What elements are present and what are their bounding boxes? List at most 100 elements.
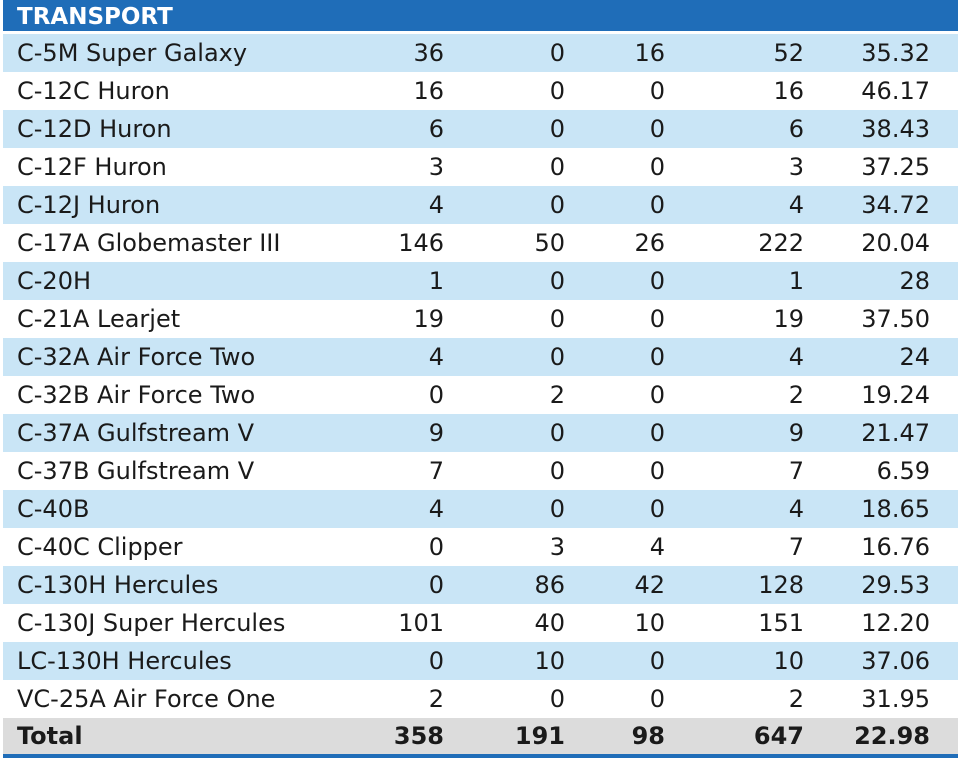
- value-2: 0: [549, 305, 565, 333]
- total-value-4: 647: [753, 722, 804, 750]
- table-row: C-5M Super Galaxy 36 0 16 52 35.32: [3, 34, 958, 72]
- table-row: LC-130H Hercules 0 10 0 10 37.06: [3, 642, 958, 680]
- table-row: C-12C Huron 16 0 0 16 46.17: [3, 72, 958, 110]
- table-row: C-12F Huron 3 0 0 3 37.25: [3, 148, 958, 186]
- table-row: C-32B Air Force Two 0 2 0 2 19.24: [3, 376, 958, 414]
- aircraft-name: C-37A Gulfstream V: [17, 419, 255, 447]
- value-5: 35.32: [861, 39, 930, 67]
- total-value-5: 22.98: [854, 722, 930, 750]
- value-5: 6.59: [876, 457, 930, 485]
- table-row: C-21A Learjet 19 0 0 19 37.50: [3, 300, 958, 338]
- value-2: 50: [534, 229, 565, 257]
- table-row: C-40B 4 0 0 4 18.65: [3, 490, 958, 528]
- value-4: 10: [773, 647, 804, 675]
- total-value-3: 98: [631, 722, 665, 750]
- total-value-2: 191: [514, 722, 565, 750]
- value-5: 34.72: [861, 191, 930, 219]
- aircraft-name: C-40B: [17, 495, 90, 523]
- table-row: C-12D Huron 6 0 0 6 38.43: [3, 110, 958, 148]
- value-5: 19.24: [861, 381, 930, 409]
- value-1: 3: [428, 153, 444, 181]
- table-row: C-12J Huron 4 0 0 4 34.72: [3, 186, 958, 224]
- value-5: 29.53: [861, 571, 930, 599]
- table-row: C-20H 1 0 0 1 28: [3, 262, 958, 300]
- value-3: 0: [649, 115, 665, 143]
- value-1: 16: [413, 77, 444, 105]
- value-1: 6: [428, 115, 444, 143]
- transport-table: C-5M Super Galaxy 36 0 16 52 35.32 C-12C Huron…: [3, 34, 958, 754]
- bottom-rule: [3, 754, 958, 758]
- value-1: 36: [413, 39, 444, 67]
- table-row: C-32A Air Force Two 4 0 0 4 24: [3, 338, 958, 376]
- value-2: 0: [549, 495, 565, 523]
- value-1: 146: [398, 229, 444, 257]
- value-1: 9: [428, 419, 444, 447]
- aircraft-name: C-21A Learjet: [17, 305, 181, 333]
- value-1: 19: [413, 305, 444, 333]
- value-5: 21.47: [861, 419, 930, 447]
- value-2: 3: [549, 533, 565, 561]
- value-1: 7: [428, 457, 444, 485]
- value-3: 0: [649, 305, 665, 333]
- value-4: 7: [788, 533, 804, 561]
- value-4: 151: [758, 609, 804, 637]
- aircraft-name: C-12F Huron: [17, 153, 167, 181]
- section-header: TRANSPORT: [3, 0, 958, 34]
- value-1: 1: [428, 267, 444, 295]
- value-4: 3: [788, 153, 804, 181]
- value-3: 0: [649, 77, 665, 105]
- value-4: 7: [788, 457, 804, 485]
- aircraft-name: C-40C Clipper: [17, 533, 183, 561]
- value-3: 0: [649, 419, 665, 447]
- value-2: 2: [549, 381, 565, 409]
- value-2: 0: [549, 191, 565, 219]
- value-2: 0: [549, 343, 565, 371]
- value-3: 26: [634, 229, 665, 257]
- value-4: 6: [788, 115, 804, 143]
- value-5: 28: [899, 267, 930, 295]
- value-4: 4: [788, 495, 804, 523]
- value-3: 0: [649, 647, 665, 675]
- table-row: C-130H Hercules 0 86 42 128 29.53: [3, 566, 958, 604]
- value-2: 0: [549, 419, 565, 447]
- value-3: 0: [649, 685, 665, 713]
- value-1: 0: [428, 381, 444, 409]
- value-1: 0: [428, 533, 444, 561]
- value-1: 2: [428, 685, 444, 713]
- aircraft-name: C-130J Super Hercules: [17, 609, 286, 637]
- value-2: 0: [549, 77, 565, 105]
- value-1: 0: [428, 647, 444, 675]
- value-1: 4: [428, 191, 444, 219]
- value-3: 16: [634, 39, 665, 67]
- value-3: 0: [649, 343, 665, 371]
- aircraft-name: C-12C Huron: [17, 77, 170, 105]
- aircraft-name: C-130H Hercules: [17, 571, 219, 599]
- value-3: 42: [634, 571, 665, 599]
- aircraft-name: C-37B Gulfstream V: [17, 457, 255, 485]
- total-label: Total: [17, 722, 83, 750]
- value-5: 37.50: [861, 305, 930, 333]
- value-5: 16.76: [861, 533, 930, 561]
- aircraft-name: C-20H: [17, 267, 92, 295]
- value-2: 0: [549, 267, 565, 295]
- value-4: 4: [788, 343, 804, 371]
- value-5: 24: [899, 343, 930, 371]
- table-row: C-37B Gulfstream V 7 0 0 7 6.59: [3, 452, 958, 490]
- value-2: 0: [549, 115, 565, 143]
- aircraft-name: C-12J Huron: [17, 191, 161, 219]
- aircraft-name: C-32B Air Force Two: [17, 381, 256, 409]
- value-2: 0: [549, 685, 565, 713]
- value-5: 46.17: [861, 77, 930, 105]
- value-3: 0: [649, 495, 665, 523]
- value-5: 37.06: [861, 647, 930, 675]
- total-value-1: 358: [393, 722, 444, 750]
- table-row: C-17A Globemaster III 146 50 26 222 20.04: [3, 224, 958, 262]
- table-row: VC-25A Air Force One 2 0 0 2 31.95: [3, 680, 958, 718]
- value-2: 0: [549, 39, 565, 67]
- transport-table-panel: TRANSPORT C-5M Super Galaxy 36 0 16 52 35.32 C…: [3, 0, 958, 758]
- value-5: 12.20: [861, 609, 930, 637]
- value-4: 222: [758, 229, 804, 257]
- value-4: 19: [773, 305, 804, 333]
- aircraft-name: VC-25A Air Force One: [17, 685, 276, 713]
- table-row: C-130J Super Hercules 101 40 10 151 12.20: [3, 604, 958, 642]
